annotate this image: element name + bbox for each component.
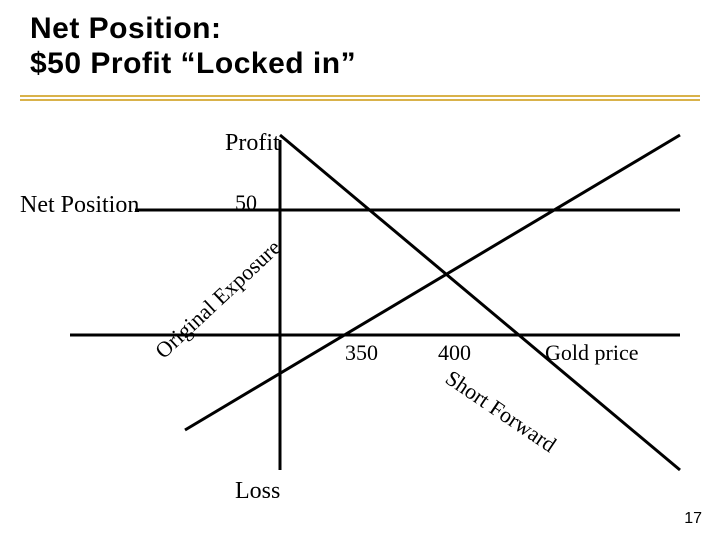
page-number: 17 xyxy=(684,510,702,528)
net-value-50: 50 xyxy=(235,190,257,216)
profit-label: Profit xyxy=(225,130,280,157)
original-exposure-line xyxy=(185,135,680,430)
chart-area xyxy=(0,0,720,540)
gold-price-label: Gold price xyxy=(545,340,638,366)
loss-label: Loss xyxy=(235,478,280,505)
tick-400: 400 xyxy=(438,340,471,366)
tick-350: 350 xyxy=(345,340,378,366)
net-position-label: Net Position xyxy=(20,192,139,219)
short-forward-line xyxy=(280,135,680,470)
